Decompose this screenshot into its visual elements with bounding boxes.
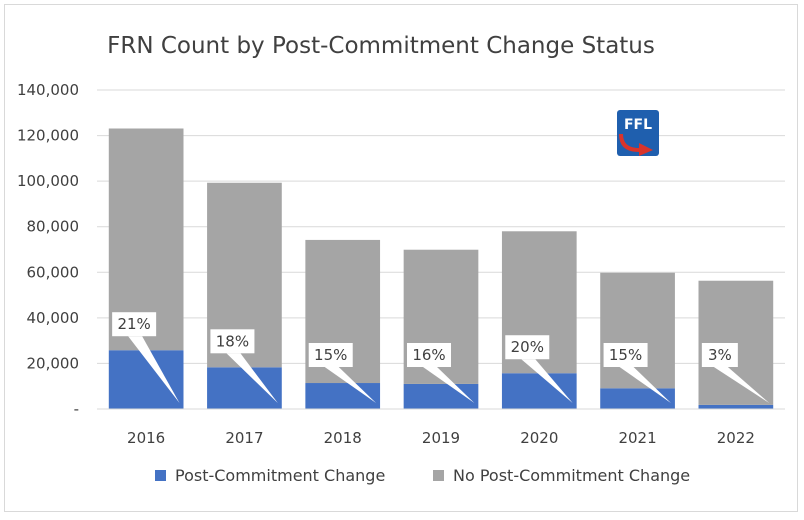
bar-post-commitment-change bbox=[600, 388, 675, 409]
callout-pointer bbox=[324, 367, 377, 403]
legend-item: No Post-Commitment Change bbox=[433, 466, 690, 485]
legend-item: Post-Commitment Change bbox=[155, 466, 385, 485]
bar-post-commitment-change bbox=[305, 383, 381, 409]
callout-box bbox=[505, 335, 550, 360]
data-label: 15% bbox=[314, 346, 347, 364]
callout-pointer bbox=[423, 367, 475, 403]
bar-post-commitment-change bbox=[207, 367, 282, 409]
y-tick-label: 100,000 bbox=[17, 172, 79, 190]
bar-chart: FRN Count by Post-Commitment Change Stat… bbox=[17, 33, 785, 485]
callout: 20% bbox=[505, 335, 573, 403]
legend-label: No Post-Commitment Change bbox=[453, 466, 690, 485]
callout-box bbox=[210, 329, 255, 354]
data-label: 3% bbox=[708, 346, 732, 364]
data-label: 15% bbox=[609, 346, 642, 364]
logo-text: FFL bbox=[624, 117, 652, 133]
callout-box bbox=[701, 343, 738, 367]
legend: Post-Commitment Change No Post-Commitment… bbox=[155, 466, 690, 485]
x-tick-label: 2017 bbox=[225, 429, 263, 447]
x-tick-label: 2020 bbox=[520, 429, 558, 447]
callout-pointer bbox=[128, 336, 180, 403]
percentage-callouts: 21% 18% 15% 16% 20% 15% 3% bbox=[112, 312, 770, 403]
bar-post-commitment-change bbox=[501, 373, 577, 409]
y-tick-label: 40,000 bbox=[27, 309, 80, 327]
callout-pointer bbox=[619, 367, 671, 403]
callout-box bbox=[603, 343, 648, 367]
chart-title: FRN Count by Post-Commitment Change Stat… bbox=[107, 33, 655, 59]
bar-no-post-commitment-change bbox=[698, 280, 774, 405]
x-tick-label: 2021 bbox=[618, 429, 656, 447]
x-tick-label: 2018 bbox=[324, 429, 362, 447]
y-tick-label: 120,000 bbox=[17, 127, 79, 145]
callout-box bbox=[112, 312, 157, 337]
data-label: 16% bbox=[412, 346, 445, 364]
bar-post-commitment-change bbox=[698, 404, 774, 409]
bar-no-post-commitment-change bbox=[600, 272, 675, 389]
y-tick-label: 80,000 bbox=[27, 218, 80, 236]
y-tick-label: 140,000 bbox=[17, 81, 79, 99]
y-tick-label: - bbox=[74, 400, 79, 418]
callout-pointer bbox=[226, 353, 278, 403]
legend-label: Post-Commitment Change bbox=[175, 466, 385, 485]
callout-box bbox=[308, 343, 353, 367]
callout: 3% bbox=[701, 343, 770, 403]
y-axis: - 20,000 40,000 60,000 80,000 100,000 120,000 1… bbox=[17, 81, 79, 418]
callout-pointer bbox=[713, 367, 770, 403]
callout: 15% bbox=[603, 343, 671, 403]
callout-box bbox=[407, 343, 451, 367]
callout: 15% bbox=[308, 343, 377, 403]
x-axis: 2016 2017 2018 2019 2020 2021 2022 bbox=[97, 408, 785, 447]
y-tick-label: 60,000 bbox=[27, 263, 80, 281]
callout: 16% bbox=[407, 343, 475, 403]
callout: 21% bbox=[112, 312, 180, 403]
ffl-logo-icon: FFL bbox=[617, 110, 659, 156]
callout: 18% bbox=[210, 329, 278, 403]
logo-arrow-icon bbox=[619, 134, 653, 156]
x-tick-label: 2022 bbox=[717, 429, 755, 447]
x-tick-label: 2019 bbox=[422, 429, 460, 447]
x-tick-label: 2016 bbox=[127, 429, 165, 447]
data-label: 21% bbox=[117, 315, 150, 333]
legend-swatch bbox=[433, 470, 444, 481]
bars bbox=[108, 128, 774, 409]
bar-post-commitment-change bbox=[108, 350, 184, 409]
data-label: 18% bbox=[216, 332, 249, 350]
chart-frame: FRN Count by Post-Commitment Change Stat… bbox=[4, 4, 798, 512]
data-label: 20% bbox=[511, 338, 544, 356]
legend-swatch bbox=[155, 470, 166, 481]
callout-pointer bbox=[521, 359, 573, 403]
y-tick-label: 20,000 bbox=[27, 354, 80, 372]
logo-background bbox=[617, 110, 659, 156]
